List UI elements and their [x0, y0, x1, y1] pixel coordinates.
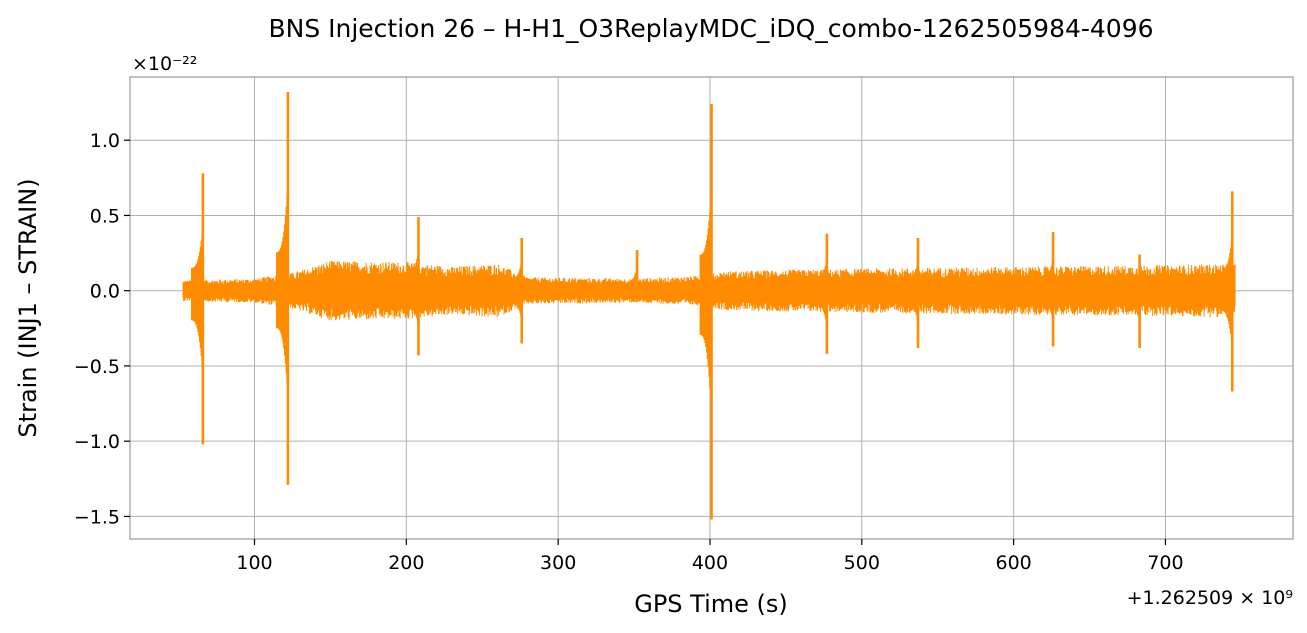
- x-tick-label: 700: [1147, 552, 1183, 574]
- y-tick-label: 0.0: [90, 281, 120, 303]
- y-tick-label: −0.5: [74, 356, 120, 378]
- axis-ticks: [124, 139, 1167, 545]
- y-tick-label: 0.5: [90, 205, 120, 227]
- series-spike: [276, 92, 290, 485]
- x-tick-label: 300: [540, 552, 576, 574]
- x-offset-text: +1.262509 × 10⁹: [1127, 587, 1293, 609]
- series-spike: [1041, 232, 1055, 347]
- y-axis-label: Strain (INJ1 – STRAIN): [14, 178, 42, 437]
- series-strain: [182, 92, 1236, 520]
- x-tick-labels: 100 200 300 400 500 600 700: [236, 552, 1183, 574]
- series-spike: [509, 238, 524, 344]
- y-tick-labels: −1.5 −1.0 −0.5 0.0 0.5 1.0: [74, 130, 120, 528]
- y-tick-label: −1.5: [74, 506, 120, 528]
- series-spike: [406, 216, 420, 356]
- y-scale-text: ×10⁻²²: [132, 53, 197, 75]
- x-tick-label: 600: [996, 552, 1032, 574]
- x-axis-label: GPS Time (s): [634, 590, 788, 618]
- series-spike: [1220, 191, 1234, 392]
- series-spike: [1127, 254, 1141, 348]
- series-spike: [815, 233, 829, 354]
- series-spike: [699, 104, 713, 520]
- y-tick-label: 1.0: [90, 130, 120, 152]
- plot-frame: [129, 76, 1294, 540]
- x-tick-label: 500: [844, 552, 880, 574]
- series-spike: [191, 173, 205, 445]
- chart-title: BNS Injection 26 – H-H1_O3ReplayMDC_iDQ_…: [268, 14, 1153, 43]
- x-tick-label: 100: [236, 552, 272, 574]
- y-tick-label: −1.0: [74, 431, 120, 453]
- series-spike: [625, 250, 639, 299]
- x-tick-label: 200: [388, 552, 424, 574]
- x-tick-label: 400: [692, 552, 728, 574]
- series-spike: [906, 238, 920, 348]
